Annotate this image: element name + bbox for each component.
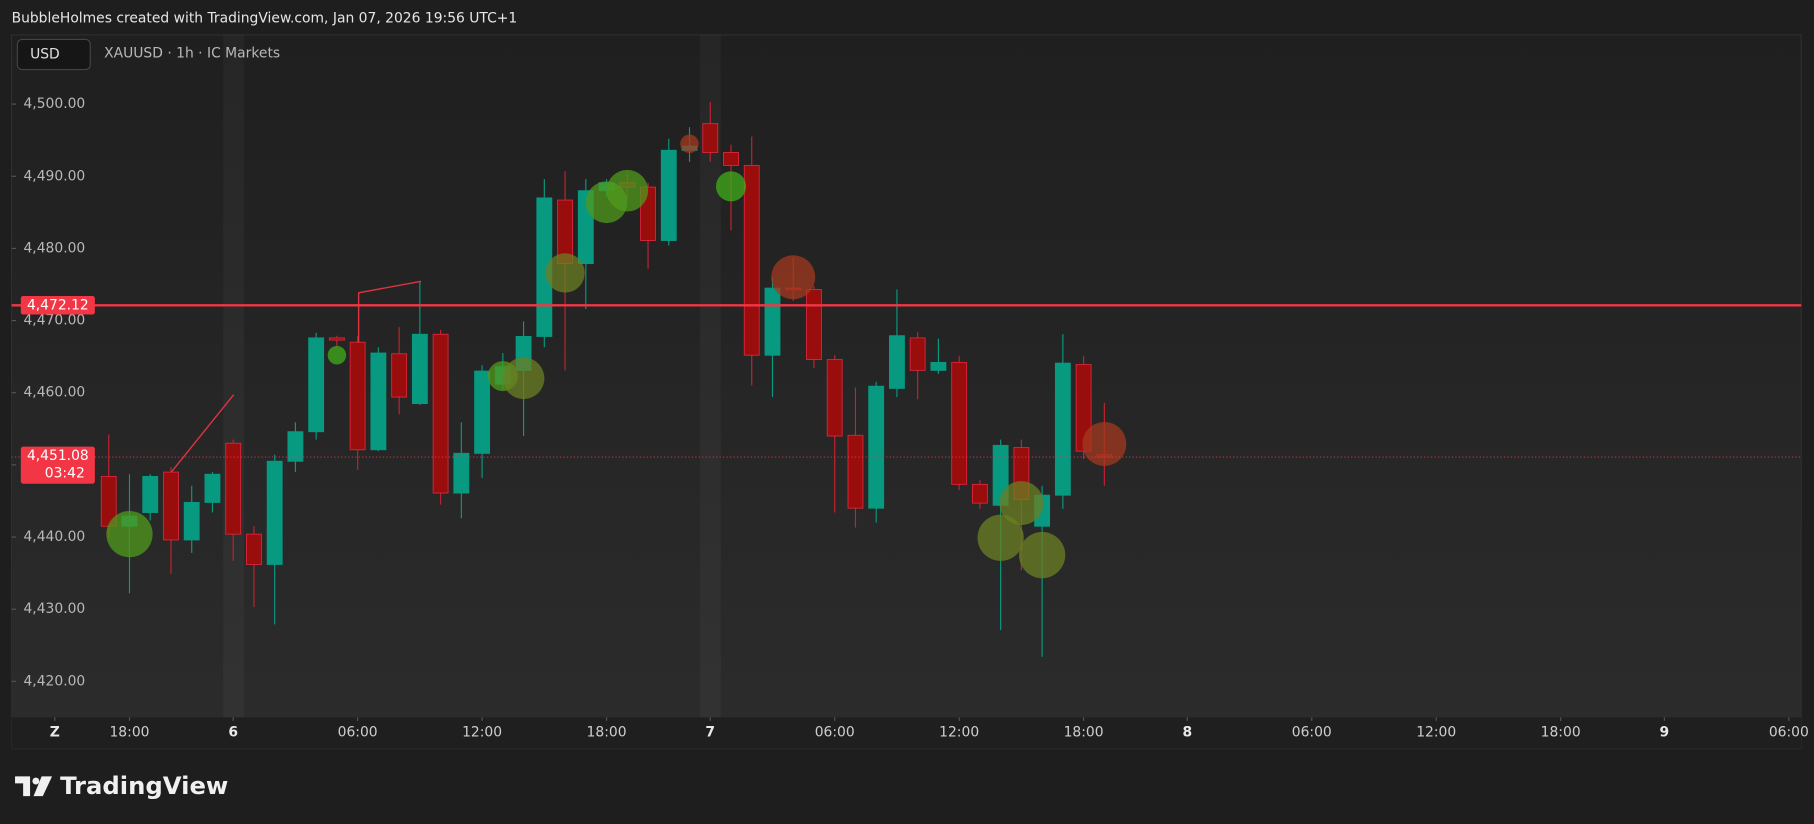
x-tick-label: 18:00 — [1541, 724, 1581, 740]
x-tick-label: 06:00 — [1769, 724, 1809, 740]
x-tick-label: 06:00 — [1292, 724, 1332, 740]
y-tick-label: 4,460.00 — [23, 385, 85, 401]
candle-body — [246, 533, 262, 565]
bubble — [106, 511, 153, 558]
logo-mark — [33, 776, 53, 797]
candle-body — [183, 501, 200, 541]
bubble — [545, 253, 585, 293]
candle-body — [287, 431, 304, 462]
candle-body — [930, 361, 947, 371]
candle-body — [702, 123, 719, 153]
candle-body — [847, 434, 864, 509]
y-tick-label: 4,480.00 — [23, 240, 85, 256]
candle-body — [308, 337, 325, 433]
brand: TradingView — [60, 771, 228, 800]
candle-body — [909, 337, 926, 371]
candle-body — [225, 442, 242, 535]
credit: BubbleHolmes created with TradingView.co… — [12, 11, 518, 27]
candle-body — [723, 152, 739, 166]
candle-body — [432, 333, 449, 494]
candle-body — [951, 361, 968, 485]
currency: USD — [30, 47, 60, 63]
bubble — [715, 171, 747, 202]
candle-body — [889, 335, 905, 389]
plot — [100, 101, 1127, 657]
bubble — [680, 134, 699, 154]
x-tick-label: Z — [50, 724, 60, 740]
candle-body — [743, 164, 760, 356]
bubble — [606, 169, 649, 212]
candle-body — [370, 352, 387, 451]
bubble — [999, 481, 1044, 526]
bubble — [1018, 531, 1066, 579]
bubble — [502, 357, 545, 400]
time-axis — [11, 717, 1802, 749]
candle-body — [474, 370, 491, 454]
currency-button[interactable] — [16, 38, 91, 71]
last-price-label: 4,451.08 — [27, 448, 89, 464]
candle-body — [453, 452, 470, 494]
x-tick-label: 6 — [228, 724, 238, 740]
trend-line — [357, 280, 422, 343]
x-tick-label: 06:00 — [815, 724, 855, 740]
x-tick-label: 9 — [1660, 724, 1670, 740]
candle-body — [142, 475, 159, 513]
session-band — [223, 35, 244, 718]
price-tag-label: 4,472.12 — [27, 297, 89, 313]
candle-body — [1054, 362, 1071, 496]
candle-body — [266, 460, 283, 565]
candle-body — [660, 149, 677, 241]
candle-body — [391, 353, 408, 398]
x-tick-label: 18:00 — [587, 724, 627, 740]
candle-body — [349, 341, 366, 451]
candle-body — [204, 473, 221, 503]
countdown: 03:42 — [45, 465, 85, 481]
bubble — [771, 255, 816, 300]
candle-body — [328, 337, 345, 341]
candle-body — [411, 333, 428, 405]
candle-body — [826, 359, 843, 437]
x-tick-label: 12:00 — [462, 724, 502, 740]
y-tick-label: 4,420.00 — [23, 673, 85, 689]
candle-body — [806, 289, 822, 361]
candle-body — [764, 287, 781, 356]
overlay: 4,500.00 4,490.00 4,480.00 4,470.00 4,460.00… — [11, 96, 1809, 740]
bubble — [977, 514, 1024, 561]
candle-body — [868, 385, 885, 509]
logo-mark — [15, 776, 31, 797]
logo — [15, 776, 53, 797]
y-tick-label: 4,440.00 — [23, 529, 85, 545]
chart-panel — [10, 34, 1802, 750]
symbol-info: XAUUSD · 1h · IC Markets — [104, 45, 280, 61]
y-tick-label: 4,470.00 — [23, 313, 85, 329]
candle-body — [163, 471, 179, 541]
trend-line — [170, 394, 235, 473]
y-tick-label: 4,490.00 — [23, 168, 85, 184]
logo-mark — [32, 777, 40, 785]
x-tick-label: 18:00 — [1064, 724, 1104, 740]
y-tick-label: 4,500.00 — [23, 96, 85, 112]
last-price-tag — [20, 446, 95, 484]
x-tick-label: 18:00 — [109, 724, 149, 740]
x-tick-label: 06:00 — [338, 724, 378, 740]
x-tick-label: 12:00 — [939, 724, 979, 740]
x-tick-label: 7 — [705, 724, 715, 740]
y-tick-label: 4,430.00 — [23, 601, 85, 617]
bubble — [1082, 421, 1127, 466]
x-tick-label: 12:00 — [1416, 724, 1456, 740]
bubble — [327, 345, 347, 365]
x-tick-label: 8 — [1182, 724, 1192, 740]
candle-body — [971, 483, 988, 504]
price-tag — [20, 296, 95, 315]
